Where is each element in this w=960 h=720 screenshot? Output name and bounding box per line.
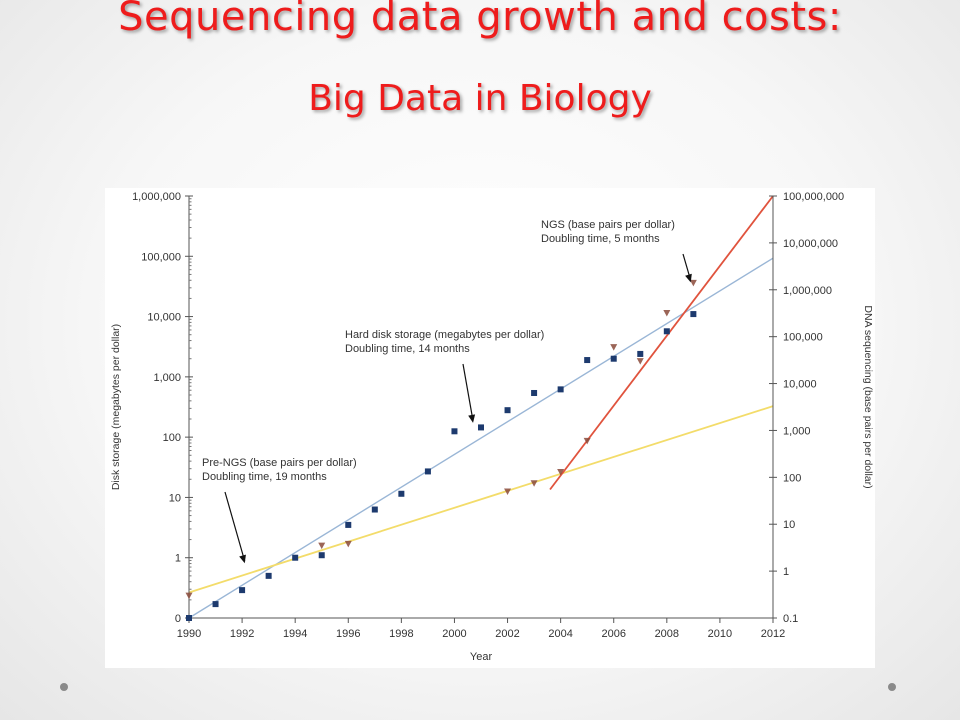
disk-storage-point xyxy=(451,428,458,435)
disk-trend-line xyxy=(188,257,774,619)
disk-storage-point xyxy=(584,357,591,364)
x-tick-label: 2004 xyxy=(548,628,572,640)
annotation-pre: Pre-NGS (base pairs per dollar) Doubling … xyxy=(202,457,357,564)
disk-storage-point xyxy=(663,328,670,335)
sequencing-point xyxy=(636,358,644,365)
sequencing-point xyxy=(318,542,326,550)
y-left-tick-label: 0 xyxy=(175,613,181,625)
y-left-tick-label: 100,000 xyxy=(141,251,181,263)
annotation-disk-arrow-line xyxy=(462,363,474,421)
y-right-tick-label: 0.1 xyxy=(783,613,798,625)
slide-bullet-right xyxy=(888,683,896,691)
x-tick-label: 1990 xyxy=(177,628,201,640)
annotation-disk-line1: Hard disk storage (megabytes per dollar) xyxy=(345,329,544,341)
sequencing-point xyxy=(530,480,538,487)
pre-ngs-trend-line xyxy=(188,405,774,594)
disk-storage-point xyxy=(239,587,246,594)
disk-storage-point xyxy=(478,424,484,431)
disk-storage-point xyxy=(637,350,644,357)
annotation-disk: Hard disk storage (megabytes per dollar)… xyxy=(345,329,544,423)
disk-storage-point xyxy=(345,521,352,528)
sequencing-point xyxy=(185,592,193,600)
y-axis-left-label: Disk storage (megabytes per dollar) xyxy=(110,324,122,490)
sequencing-point xyxy=(557,468,565,476)
x-tick-label: 2002 xyxy=(495,628,519,640)
sequencing-point xyxy=(610,344,618,351)
sequencing-point xyxy=(583,437,591,445)
disk-storage-point xyxy=(531,389,538,396)
y-right-tick-label: 10,000,000 xyxy=(783,238,838,250)
disk-storage-point xyxy=(424,468,431,475)
x-tick-label: 1994 xyxy=(283,628,307,640)
x-tick-label: 2010 xyxy=(708,628,732,640)
disk-storage-point xyxy=(690,311,697,318)
disk-storage-point xyxy=(610,355,617,362)
y-right-tick-label: 10,000 xyxy=(783,379,817,391)
x-tick-label: 2008 xyxy=(655,628,679,640)
annotation-disk-arrowhead xyxy=(468,414,476,423)
disk-storage-point xyxy=(265,572,272,579)
x-tick-label: 1998 xyxy=(389,628,413,640)
chart-panel: 1990 1992 1994 1996 1998 2000 2002 2004 2006 2008… xyxy=(105,188,875,668)
disk-storage-point xyxy=(318,552,325,559)
y-right-tick-label: 10 xyxy=(783,519,795,531)
annotation-ngs: NGS (base pairs per dollar) Doubling time… xyxy=(541,219,692,283)
y-left-tick-label: 10 xyxy=(169,492,181,504)
x-tick-label: 1992 xyxy=(230,628,254,640)
y-left-tick-label: 1 xyxy=(175,553,181,565)
disk-storage-point xyxy=(398,490,405,497)
x-tick-label: 1996 xyxy=(336,628,360,640)
annotation-disk-line2: Doubling time, 14 months xyxy=(345,343,470,355)
axes: 1990 1992 1994 1996 1998 2000 2002 2004 2006 2008… xyxy=(132,191,844,640)
annotation-ngs-arrowhead xyxy=(685,273,692,283)
x-tick-label: 2000 xyxy=(442,628,466,640)
x-tick-label: 2012 xyxy=(761,628,785,640)
trend-lines xyxy=(188,195,774,619)
y-right-tick-label: 100,000 xyxy=(783,332,823,344)
disk-storage-point xyxy=(557,386,564,393)
annotation-pre-arrow-line xyxy=(224,491,246,562)
annotation-pre-line2: Doubling time, 19 months xyxy=(202,471,327,483)
y-left-tick-label: 1,000 xyxy=(153,372,181,384)
annotation-ngs-line1: NGS (base pairs per dollar) xyxy=(541,219,675,231)
disk-storage-point xyxy=(186,615,192,621)
sequencing-cost-chart: 1990 1992 1994 1996 1998 2000 2002 2004 2006 2008… xyxy=(110,191,874,663)
sequencing-point xyxy=(344,540,352,548)
annotations: NGS (base pairs per dollar) Doubling time… xyxy=(202,219,692,564)
y-left-tick-label: 10,000 xyxy=(147,312,181,324)
slide-title-line2: Big Data in Biology xyxy=(308,78,652,119)
sequencing-point xyxy=(689,279,697,287)
annotation-pre-arrowhead xyxy=(239,554,246,564)
disk-storage-point xyxy=(212,601,219,608)
x-tick-label: 2006 xyxy=(601,628,625,640)
x-axis-label: Year xyxy=(470,651,493,663)
y-right-tick-label: 1,000,000 xyxy=(783,285,832,297)
sequencing-point xyxy=(504,488,512,495)
sequencing-point xyxy=(663,309,671,317)
y-right-tick-label: 100 xyxy=(783,472,801,484)
disk-storage-point xyxy=(371,506,378,513)
slide-bullet-left xyxy=(60,683,68,691)
data-points xyxy=(185,279,697,621)
annotation-pre-line1: Pre-NGS (base pairs per dollar) xyxy=(202,457,357,469)
annotation-ngs-line2: Doubling time, 5 months xyxy=(541,233,660,245)
y-left-tick-label: 100 xyxy=(163,432,181,444)
y-right-tick-label: 100,000,000 xyxy=(783,191,844,203)
y-axis-right-label: DNA sequencing (base pairs per dollar) xyxy=(862,305,874,488)
y-left-tick-label: 1,000,000 xyxy=(132,191,181,203)
y-right-tick-label: 1,000 xyxy=(783,425,811,437)
disk-storage-point xyxy=(504,407,511,414)
disk-storage-point xyxy=(292,554,299,561)
slide-title-line1: Sequencing data growth and costs: xyxy=(118,0,842,40)
y-right-tick-label: 1 xyxy=(783,566,789,578)
